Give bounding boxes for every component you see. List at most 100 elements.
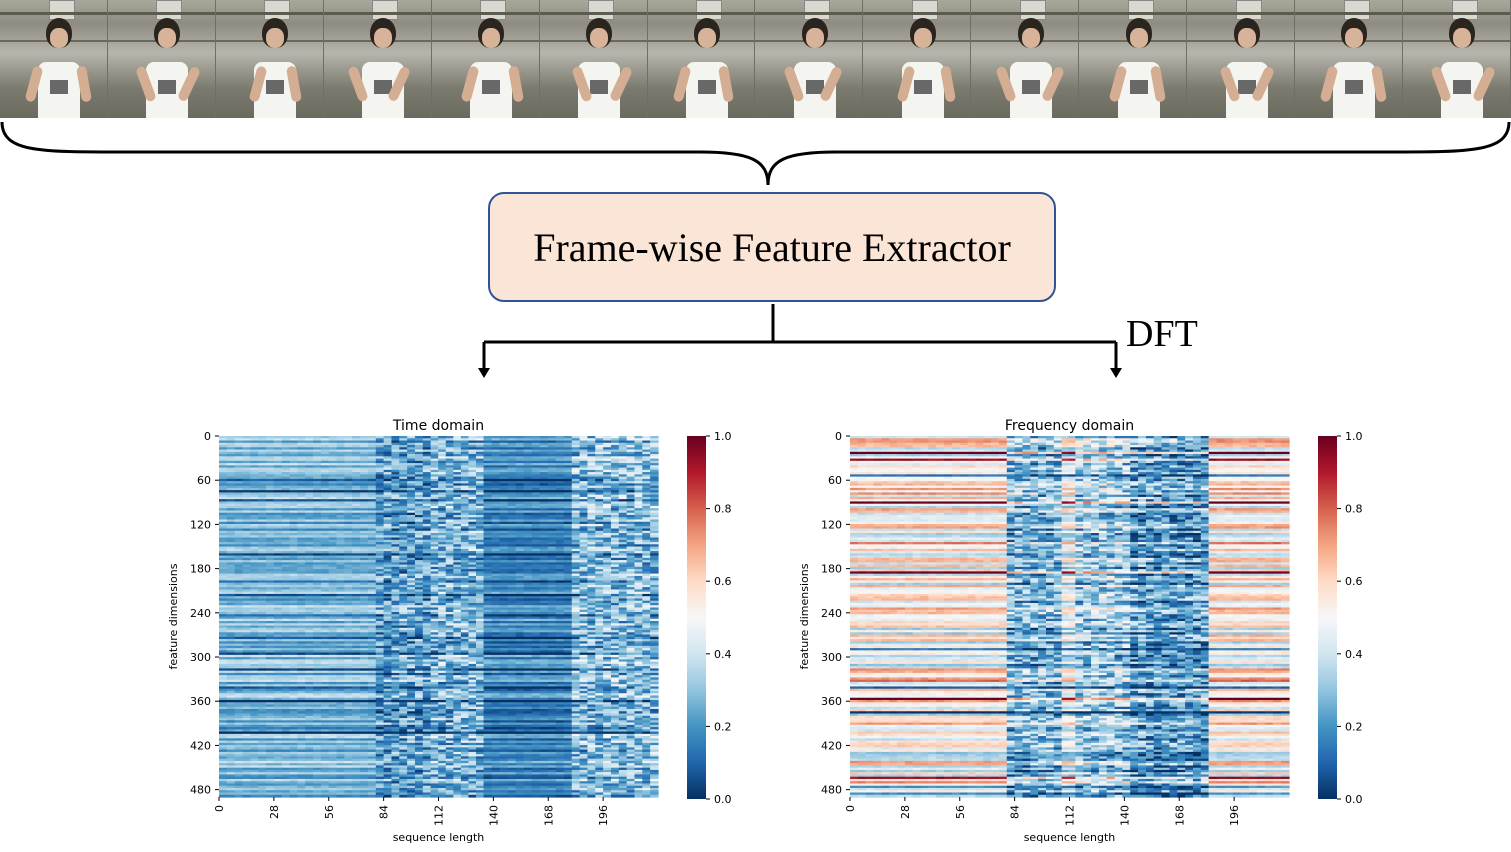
heatmap-cell: [250, 702, 259, 706]
heatmap-cell: [234, 706, 244, 710]
heatmap-cell: [242, 591, 251, 595]
heatmap-cell: [219, 472, 228, 475]
heatmap-cell: [219, 740, 228, 744]
heatmap-cell: [226, 760, 236, 764]
heatmap-cell: [242, 756, 251, 760]
heatmap-cell: [234, 722, 244, 726]
heatmap-cell: [234, 670, 244, 674]
heatmap-cell: [226, 438, 236, 442]
heatmap-cell: [219, 555, 228, 559]
heatmap-cell: [226, 469, 236, 473]
heatmap-cell: [242, 670, 251, 674]
heatmap-cell: [219, 745, 228, 748]
heatmap-cell: [219, 546, 228, 550]
heatmap-cell: [234, 474, 244, 478]
heatmap-cell: [226, 445, 236, 448]
heatmap-cell: [226, 650, 236, 654]
heatmap-cell: [226, 521, 236, 525]
heatmap-cell: [234, 476, 244, 480]
heatmap-cell: [226, 677, 236, 681]
heatmap-cell: [226, 776, 236, 780]
heatmap-cell: [242, 551, 251, 554]
heatmap-cell: [250, 442, 259, 446]
heatmap-cell: [234, 501, 244, 505]
heatmap-cell: [219, 463, 228, 466]
heatmap-cell: [219, 501, 228, 505]
heatmap-cell: [250, 618, 259, 622]
heatmap-cell: [250, 546, 259, 550]
heatmap-cell: [226, 645, 236, 649]
heatmap-cell: [250, 476, 259, 480]
heatmap-cell: [242, 639, 251, 642]
heatmap-cell: [242, 645, 251, 649]
heatmap-cell: [250, 751, 259, 755]
heatmap-cell: [250, 711, 259, 715]
heatmap-cell: [219, 523, 228, 527]
heatmap-cell: [226, 697, 236, 701]
heatmap-cell: [250, 733, 259, 737]
heatmap-cell: [242, 634, 251, 638]
heatmap-cell: [219, 442, 228, 446]
heatmap-cell: [234, 438, 244, 442]
heatmap-cell: [242, 641, 251, 645]
heatmap-cell: [242, 713, 251, 717]
heatmap-cell: [234, 679, 244, 683]
heatmap-cell: [242, 778, 251, 782]
heatmap-cell: [250, 537, 259, 541]
heatmap-cell: [242, 537, 251, 541]
heatmap-cell: [234, 645, 244, 649]
heatmap-cell: [250, 494, 259, 498]
heatmap-cell: [226, 729, 236, 733]
heatmap-cell: [226, 781, 236, 785]
heatmap-cell: [219, 663, 228, 667]
heatmap-cell: [234, 566, 244, 570]
video-frame: [539, 0, 648, 118]
heatmap-cell: [219, 684, 228, 688]
heatmap-cell: [226, 510, 236, 514]
heatmap-cell: [226, 596, 236, 600]
heatmap-cell: [234, 589, 244, 593]
heatmap-cell: [242, 447, 251, 451]
heatmap-cell: [250, 677, 259, 681]
heatmap-cell: [250, 533, 259, 536]
heatmap-cell: [234, 751, 244, 755]
video-frame: [1295, 0, 1403, 118]
heatmap-cell: [242, 508, 251, 512]
heatmap-cell: [226, 670, 236, 674]
heatmap-cell: [226, 546, 236, 550]
heatmap-cell: [226, 623, 236, 627]
heatmap-cell: [242, 478, 251, 482]
heatmap-cell: [219, 517, 228, 521]
heatmap-cell: [242, 521, 251, 525]
heatmap-cell: [226, 503, 236, 507]
heatmap-cell: [226, 695, 236, 699]
heatmap-cell: [226, 551, 236, 554]
heatmap-cell: [250, 573, 259, 577]
heatmap-cell: [219, 747, 228, 751]
video-frame: [755, 0, 864, 118]
heatmap-cell: [226, 494, 236, 498]
grouping-brace: [0, 121, 1511, 186]
heatmap-cell: [234, 693, 244, 697]
heatmap-cell: [234, 636, 244, 640]
heatmap-cell: [250, 709, 259, 712]
heatmap-cell: [234, 792, 244, 796]
heatmap-cell: [226, 634, 236, 638]
heatmap-cell: [219, 648, 228, 651]
heatmap-cell: [234, 542, 244, 545]
heatmap-cell: [219, 481, 228, 484]
heatmap-cell: [234, 774, 244, 778]
heatmap-cell: [226, 751, 236, 755]
video-frame: [0, 0, 108, 118]
heatmap-cell: [219, 454, 228, 457]
heatmap-cell: [250, 718, 259, 721]
heatmap-cell: [250, 720, 259, 724]
heatmap-cell: [250, 526, 259, 530]
heatmap-cell: [250, 636, 259, 640]
heatmap-cell: [219, 769, 228, 773]
heatmap-cell: [219, 641, 228, 645]
heatmap-cell: [242, 758, 251, 762]
heatmap-cell: [219, 557, 228, 561]
heatmap-cell: [250, 706, 259, 710]
heatmap-cell: [226, 742, 236, 746]
